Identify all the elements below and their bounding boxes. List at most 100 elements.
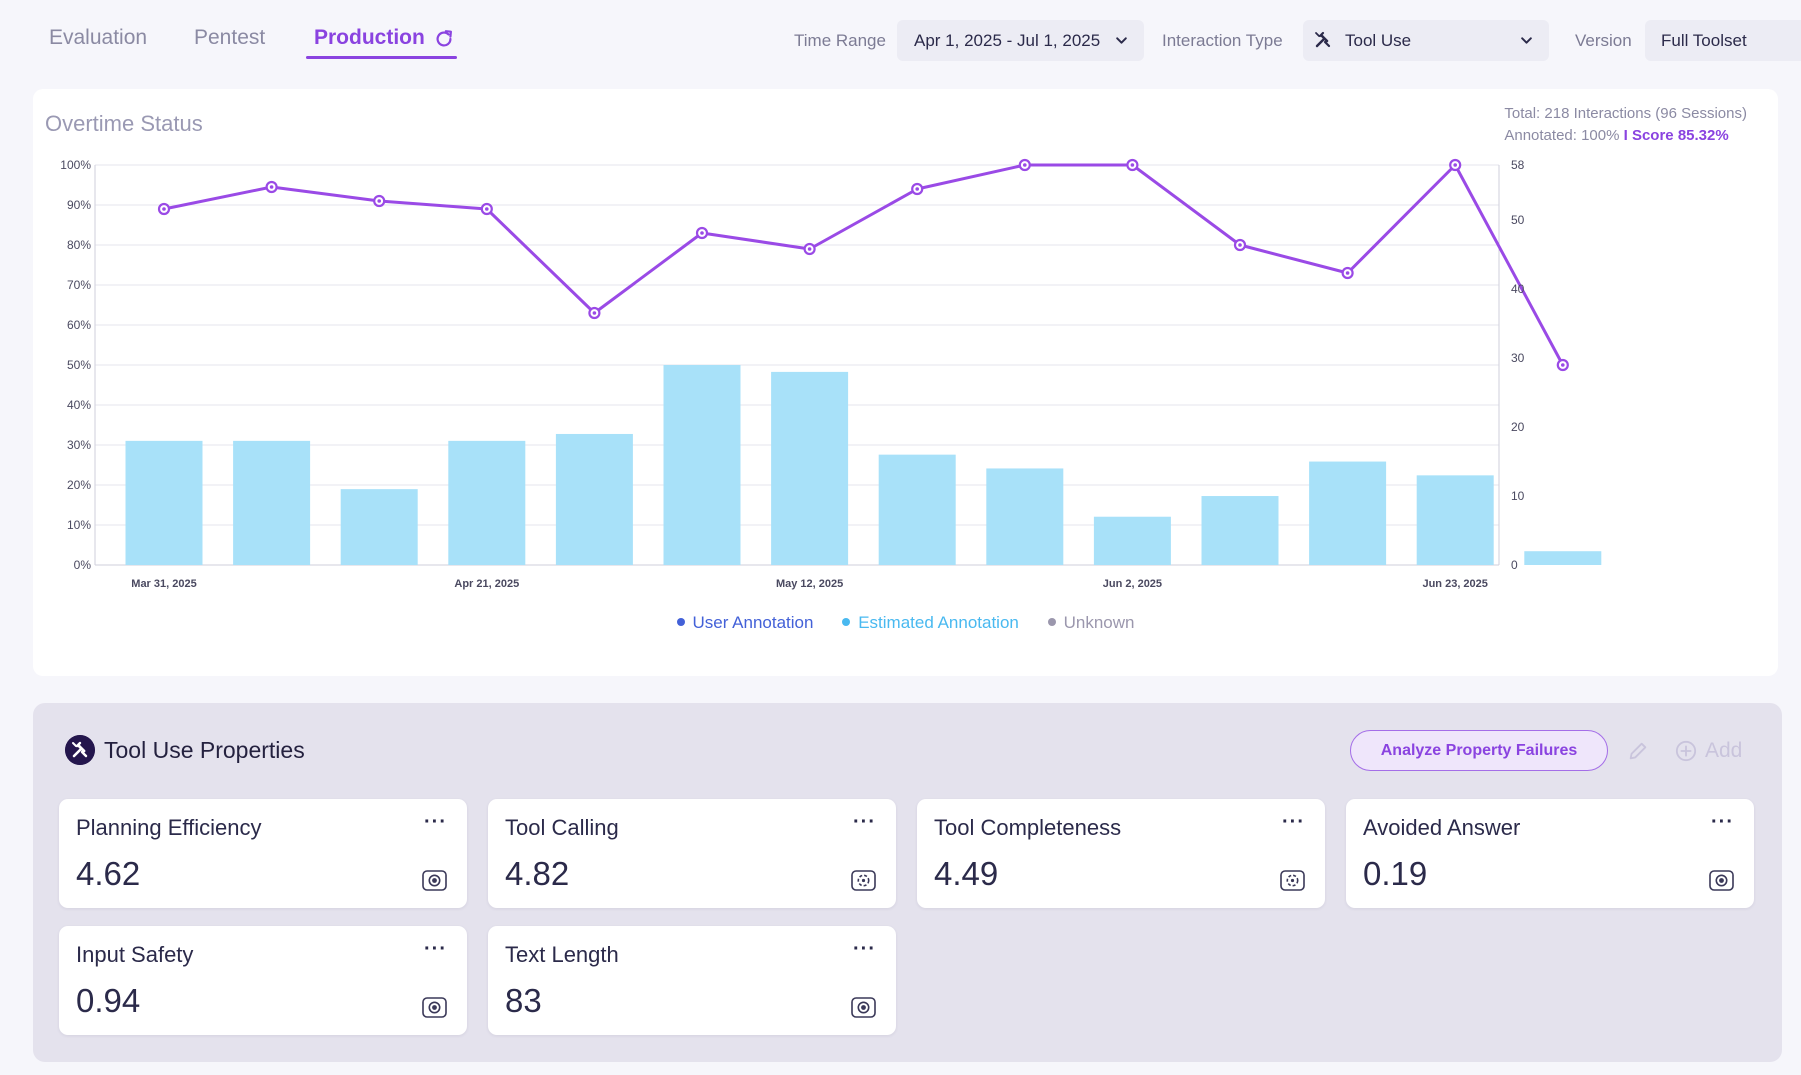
- chart-bar: [986, 468, 1064, 565]
- line-point-center: [592, 311, 597, 315]
- time-range-select[interactable]: Apr 1, 2025 - Jul 1, 2025: [897, 20, 1144, 61]
- analyze-property-failures-button[interactable]: Analyze Property Failures: [1350, 730, 1608, 771]
- property-name: Text Length: [505, 942, 619, 967]
- annotation-badge-icon: [851, 997, 876, 1018]
- property-value: 4.49: [934, 855, 999, 892]
- time-range-value: Apr 1, 2025 - Jul 1, 2025: [914, 31, 1101, 50]
- y-right-tick-label: 40: [1511, 282, 1525, 296]
- chart-ticks: 0% 10% 20% 30% 40% 50% 60% 70% 80% 90% 100% 0 10 20 30…: [60, 158, 1524, 590]
- more-options-icon[interactable]: ···: [853, 811, 876, 833]
- line-point-center: [269, 185, 274, 189]
- chart-bar: [1309, 461, 1387, 565]
- chart-bar: [340, 489, 418, 565]
- legend-dot: [1047, 617, 1056, 626]
- legend-label: User Annotation: [692, 613, 814, 632]
- legend-label: Unknown: [1063, 613, 1135, 632]
- legend-item-estimated-annotation[interactable]: Estimated Annotation: [842, 613, 1019, 633]
- line-point-center: [700, 231, 704, 235]
- property-card-tool-completeness[interactable]: Tool Completeness 4.49 ···: [917, 799, 1325, 908]
- property-name: Input Safety: [76, 942, 194, 967]
- y-left-tick-label: 30%: [67, 438, 91, 452]
- tools-icon: [65, 735, 95, 765]
- chart-bar: [1524, 551, 1602, 565]
- line-point-center: [807, 247, 812, 251]
- property-name: Planning Efficiency: [76, 815, 262, 840]
- version-select[interactable]: Full Toolset: [1645, 20, 1801, 61]
- property-value: 4.62: [76, 855, 141, 892]
- property-card-input-safety[interactable]: Input Safety 0.94 ···: [59, 926, 467, 1035]
- interaction-type-label: Interaction Type: [1162, 31, 1283, 50]
- property-value: 83: [505, 982, 542, 1019]
- y-right-tick-label: 0: [1511, 558, 1518, 572]
- tool-use-properties-panel: Tool Use Properties Analyze Property Fai…: [33, 703, 1782, 1062]
- y-left-tick-label: 20%: [67, 478, 91, 492]
- more-options-icon[interactable]: ···: [424, 811, 447, 833]
- legend-dot: [676, 617, 685, 626]
- chevron-down-icon: [1521, 37, 1532, 44]
- line-point-center: [162, 207, 166, 211]
- x-tick-label: Jun 2, 2025: [1103, 578, 1162, 590]
- chart-bar: [555, 433, 633, 565]
- property-card-text-length[interactable]: Text Length 83 ···: [488, 926, 896, 1035]
- score-line: [163, 163, 1565, 366]
- y-left-tick-label: 90%: [67, 198, 91, 212]
- annotation-badge-icon: [851, 870, 876, 891]
- y-right-tick-label: 10: [1511, 489, 1525, 503]
- property-name: Avoided Answer: [1363, 815, 1521, 840]
- tools-icon: [1315, 31, 1331, 48]
- chart-bars: [125, 365, 1602, 565]
- tab-evaluation[interactable]: Evaluation: [49, 26, 148, 49]
- line-point-center: [1345, 271, 1350, 275]
- version-value: Full Toolset: [1661, 31, 1747, 50]
- y-left-tick-label: 100%: [60, 158, 91, 172]
- property-card-avoided-answer[interactable]: Avoided Answer 0.19 ···: [1346, 799, 1754, 908]
- pencil-icon[interactable]: [1627, 740, 1649, 762]
- summary-annotated-text: Annotated: 100%: [1504, 127, 1620, 144]
- legend-label: Estimated Annotation: [858, 613, 1019, 632]
- summary-score: I Score 85.32%: [1623, 127, 1729, 144]
- chart-legend: User Annotation Estimated Annotation Unk…: [33, 613, 1778, 633]
- x-tick-label: May 12, 2025: [776, 578, 843, 590]
- interaction-type-select[interactable]: Tool Use: [1303, 20, 1549, 61]
- property-name: Tool Completeness: [934, 815, 1122, 840]
- chart-bar: [1416, 475, 1494, 565]
- annotation-badge-icon: [1280, 870, 1305, 891]
- line-point-center: [1561, 363, 1565, 367]
- annotation-badge-icon: [422, 997, 447, 1018]
- chart-bar: [878, 454, 956, 565]
- more-options-icon[interactable]: ···: [1711, 811, 1734, 833]
- y-left-tick-label: 80%: [67, 238, 91, 252]
- chart-bar: [663, 365, 741, 565]
- y-left-tick-label: 50%: [67, 358, 91, 372]
- tab-production[interactable]: Production: [314, 26, 425, 49]
- y-left-tick-label: 40%: [67, 398, 91, 412]
- more-options-icon[interactable]: ···: [1282, 811, 1305, 833]
- chevron-down-icon: [1116, 37, 1127, 44]
- line-point-center: [1238, 243, 1242, 247]
- line-point-center: [1130, 163, 1135, 167]
- y-right-tick-label: 58: [1511, 158, 1525, 172]
- property-card-tool-calling[interactable]: Tool Calling 4.82 ···: [488, 799, 896, 908]
- y-left-tick-label: 60%: [67, 318, 91, 332]
- chart-line: [157, 158, 1569, 372]
- line-point-center: [377, 199, 382, 203]
- legend-item-unknown[interactable]: Unknown: [1047, 613, 1135, 633]
- add-button-label[interactable]: Add: [1705, 739, 1743, 762]
- chart-title: Overtime Status: [45, 111, 203, 136]
- overtime-status-card: Overtime Status Total: 218 Interactions …: [33, 89, 1778, 676]
- annotation-badge-icon: [422, 870, 447, 891]
- more-options-icon[interactable]: ···: [424, 938, 447, 960]
- more-options-icon[interactable]: ···: [853, 938, 876, 960]
- y-left-tick-label: 10%: [67, 518, 91, 532]
- y-right-tick-label: 20: [1511, 420, 1525, 434]
- property-card-planning-efficiency[interactable]: Planning Efficiency 4.62 ···: [59, 799, 467, 908]
- time-range-label: Time Range: [794, 31, 886, 50]
- line-point-center: [485, 207, 489, 211]
- tab-pentest[interactable]: Pentest: [194, 26, 266, 49]
- property-value: 0.19: [1363, 855, 1428, 892]
- refresh-icon[interactable]: [433, 28, 455, 50]
- plus-circle-icon[interactable]: [1675, 740, 1697, 762]
- annotation-badge-icon: [1709, 870, 1734, 891]
- y-left-tick-label: 0%: [74, 558, 92, 572]
- legend-item-user-annotation[interactable]: User Annotation: [676, 613, 814, 633]
